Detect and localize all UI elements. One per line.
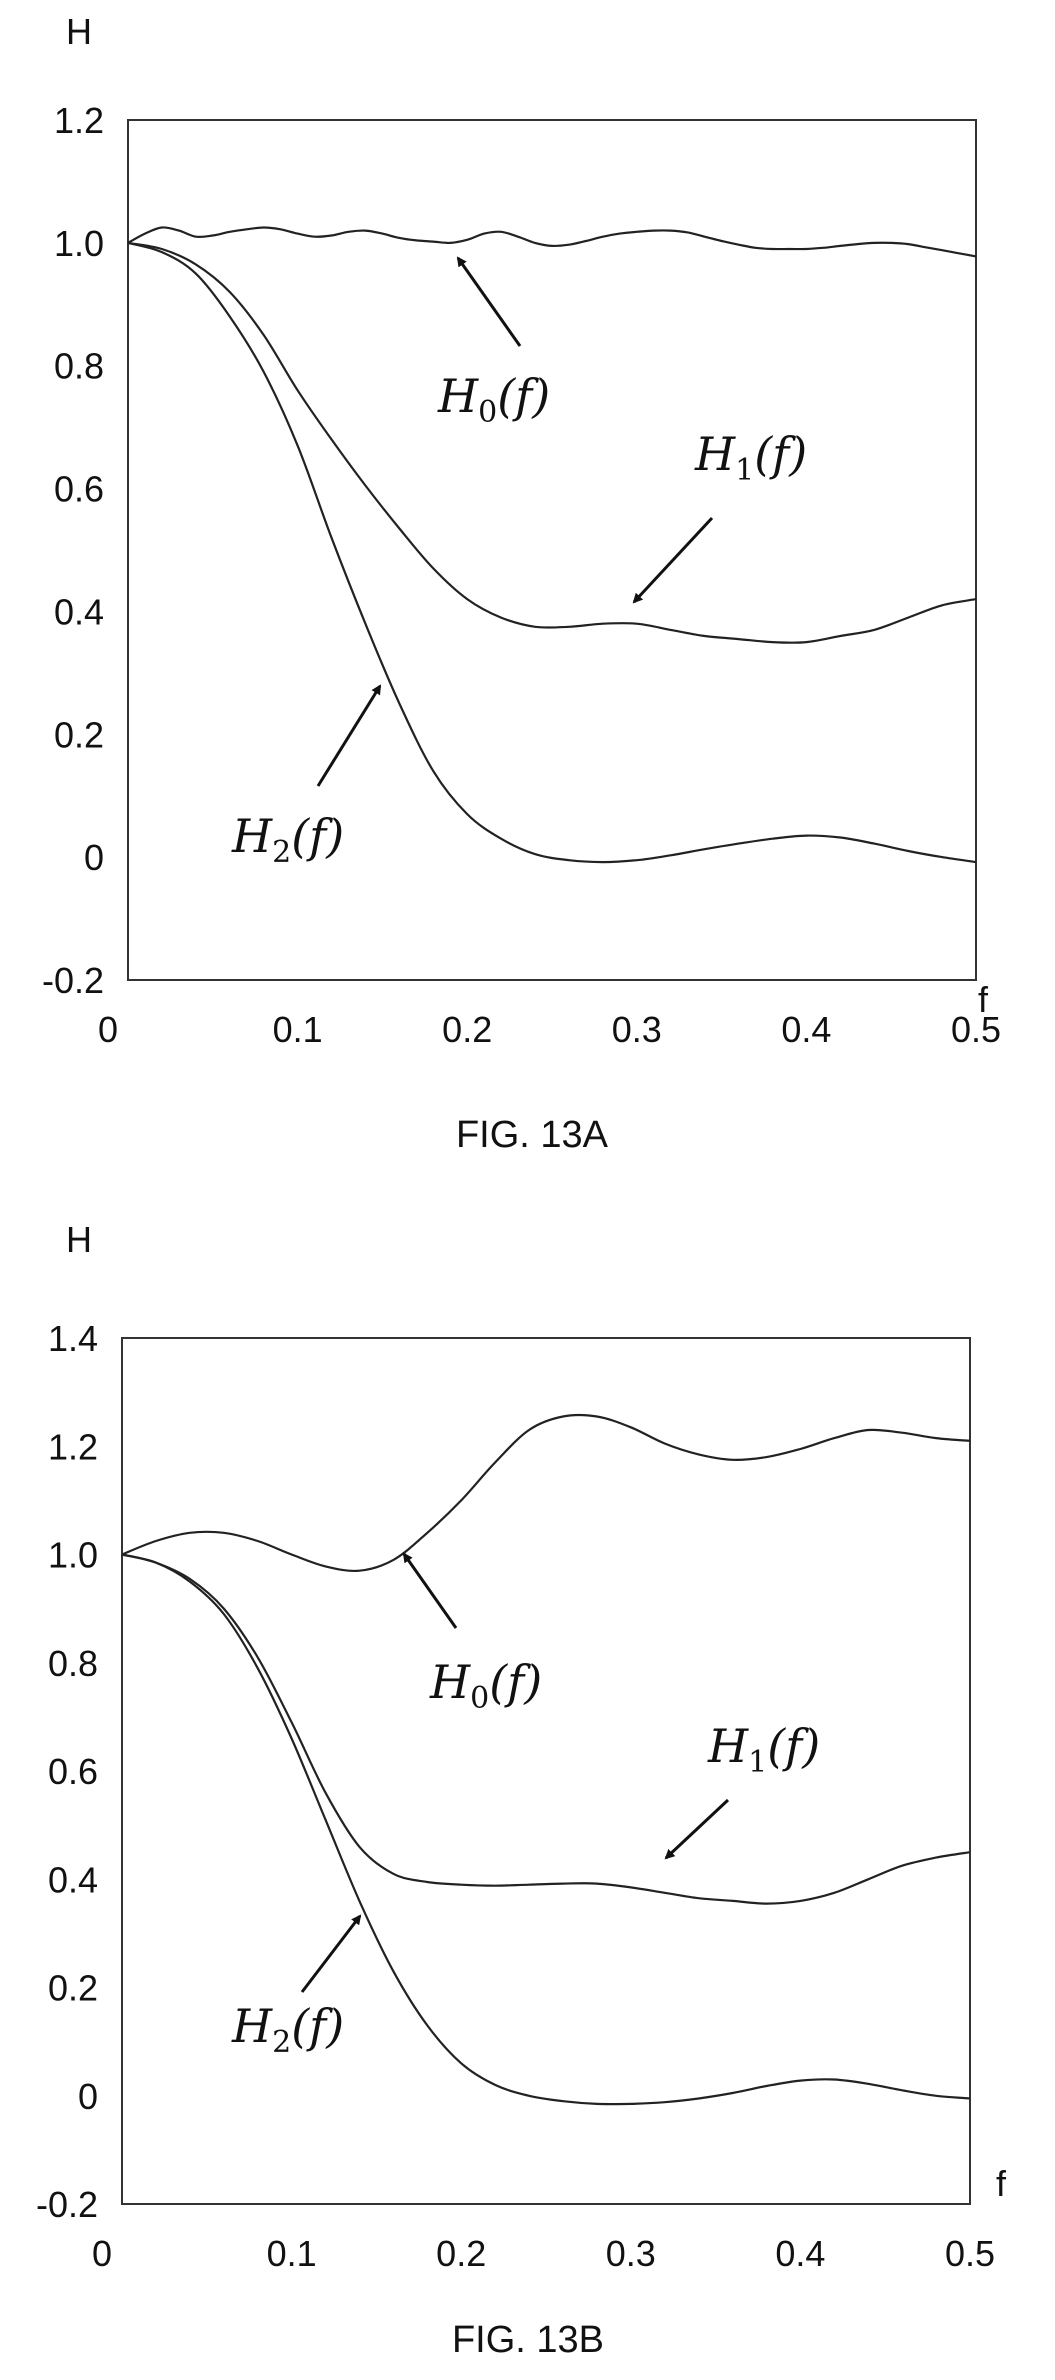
figure-caption: FIG. 13A xyxy=(456,1114,609,1156)
y-tick-labels: -0.2 0 0.2 0.4 0.6 0.8 1.0 1.2 1.4 xyxy=(36,1318,98,2225)
series-line-h0 xyxy=(121,1413,971,1573)
x-tick-label: 0.4 xyxy=(781,1009,831,1050)
arrow-h1 xyxy=(632,516,714,604)
x-tick-label: 0.5 xyxy=(951,1009,1001,1050)
arrow-h0 xyxy=(402,1552,458,1629)
x-tick-label: 0.5 xyxy=(945,2233,995,2274)
x-axis-label: f xyxy=(996,2163,1007,2204)
series-line-h2 xyxy=(121,1553,971,2106)
annotation-h0: H0(f) xyxy=(429,1655,542,1716)
y-tick-label: 0.4 xyxy=(48,1859,98,1900)
series-lines xyxy=(127,226,977,864)
chart-fig-13a: H -0.200.20.40.60.81.01.2 0 0.1 0.2 0.3 0.4 0… xyxy=(42,11,1001,1156)
x-tick-label: 0.2 xyxy=(442,1009,492,1050)
annotation-h2: H2(f) xyxy=(231,1999,344,2060)
arrow-h2 xyxy=(300,1914,362,1993)
series-line-h0 xyxy=(127,226,977,258)
y-tick-label: 1.0 xyxy=(54,223,104,264)
series-line-h1 xyxy=(127,241,977,644)
annotation-h0: H0(f) xyxy=(437,369,550,430)
x-tick-label: 0.1 xyxy=(273,1009,323,1050)
y-tick-label: 0.6 xyxy=(48,1751,98,1792)
y-axis-label: H xyxy=(66,11,92,52)
y-tick-label: 1.2 xyxy=(48,1426,98,1467)
plot-frame xyxy=(127,119,977,981)
y-tick-label: 0.4 xyxy=(54,591,104,632)
plot-frame xyxy=(121,1337,971,2205)
annotation-h1: H1(f) xyxy=(707,1719,820,1780)
x-tick-label: 0 xyxy=(92,2233,112,2274)
series-line-h1 xyxy=(121,1553,971,1905)
y-tick-label: 0.8 xyxy=(54,346,104,387)
series-line-h2 xyxy=(127,241,977,864)
y-tick-label: 0.2 xyxy=(54,714,104,755)
arrow-h0 xyxy=(456,256,522,347)
annotation-h2: H2(f) xyxy=(231,809,344,870)
y-tick-label: 0.6 xyxy=(54,469,104,510)
x-tick-label: 0.3 xyxy=(612,1009,662,1050)
x-tick-label: 0.3 xyxy=(606,2233,656,2274)
y-tick-label: 1.4 xyxy=(48,1318,98,1359)
x-tick-labels: 0 0.1 0.2 0.3 0.4 0.5 xyxy=(98,1009,1001,1050)
y-tick-label: 0.8 xyxy=(48,1643,98,1684)
y-tick-label: 1.0 xyxy=(48,1535,98,1576)
y-tick-labels: -0.2 0 0.2 0.4 0.6 0.8 1.0 1.2 xyxy=(42,100,104,1001)
y-tick-label: 0.2 xyxy=(48,1968,98,2009)
y-tick-label: 1.2 xyxy=(54,100,104,141)
x-tick-label: 0.2 xyxy=(436,2233,486,2274)
y-tick-label: -0.2 xyxy=(42,960,104,1001)
x-tick-label: 0.4 xyxy=(775,2233,825,2274)
chart-fig-13b: H -0.200.20.40.60.81.01.21.4 0 0.1 0.2 0.3 0… xyxy=(36,1219,1007,2361)
y-tick-label: 0 xyxy=(84,837,104,878)
arrow-h1 xyxy=(664,1798,730,1860)
y-axis-label: H xyxy=(66,1219,92,1260)
x-axis-label: f xyxy=(978,979,989,1020)
figure-caption: FIG. 13B xyxy=(452,2319,604,2361)
arrow-h2 xyxy=(316,684,382,787)
series-lines xyxy=(121,1413,971,2106)
x-tick-label: 0 xyxy=(98,1009,118,1050)
x-tick-label: 0.1 xyxy=(267,2233,317,2274)
annotation-h1: H1(f) xyxy=(694,427,807,488)
y-tick-label: -0.2 xyxy=(36,2184,98,2225)
y-tick-label: 0 xyxy=(78,2076,98,2117)
x-tick-labels: 0 0.1 0.2 0.3 0.4 0.5 xyxy=(92,2233,995,2274)
